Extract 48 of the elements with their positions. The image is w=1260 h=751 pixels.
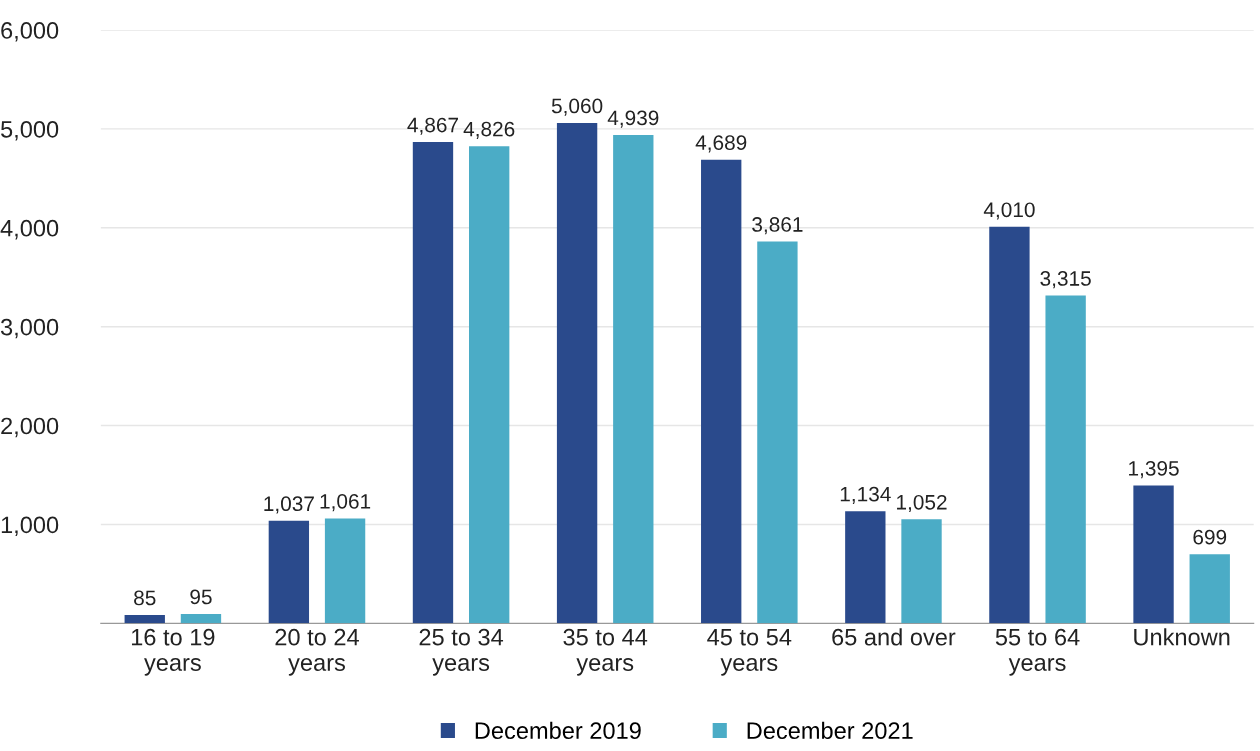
data-label: 4,010 [983, 202, 1035, 220]
y-tick-label: 6,000 [1, 22, 59, 42]
bar [556, 122, 598, 624]
legend-label: December 2019 [475, 721, 641, 740]
x-tick-label: 20 to 24 years [275, 628, 359, 676]
data-label: 5,060 [551, 98, 603, 116]
x-tick-label: 45 to 54 years [707, 629, 792, 676]
bar [124, 614, 165, 624]
bar [1133, 485, 1174, 624]
bar [901, 519, 942, 624]
x-tick-label: 16 to 19 years [131, 628, 215, 676]
data-label: 1,037 [264, 496, 314, 514]
bar [1045, 295, 1086, 624]
bar [1189, 554, 1230, 624]
data-label: 3,861 [752, 217, 803, 235]
data-label: 699 [1193, 529, 1227, 545]
y-tick-label: 5,000 [1, 120, 59, 141]
data-label: 85 [134, 590, 156, 606]
data-label: 4,689 [695, 135, 747, 153]
bar [701, 159, 742, 624]
bar [469, 146, 510, 624]
y-tick-label: 1,000 [1, 516, 59, 537]
data-label: 4,867 [407, 117, 458, 135]
x-tick-label: 35 to 44 years [563, 628, 648, 676]
bar [989, 226, 1030, 624]
data-label: 1,061 [320, 493, 371, 512]
x-tick-label: 55 to 64 years [995, 628, 1080, 676]
bar [412, 142, 454, 624]
x-tick-label: 25 to 34 years [419, 628, 504, 676]
bar [613, 134, 654, 624]
data-label: 4,939 [607, 110, 659, 128]
bar [845, 511, 886, 624]
bar [268, 520, 310, 624]
y-tick-label: 3,000 [0, 318, 59, 339]
data-label: 4,826 [463, 121, 515, 139]
x-tick-label: Unknown [1134, 628, 1230, 646]
legend-label: December 2021 [747, 721, 913, 740]
y-tick-label: 4,000 [0, 219, 59, 240]
bar [180, 613, 222, 624]
data-label: 95 [190, 589, 212, 605]
bar [324, 518, 366, 624]
data-label: 3,315 [1040, 271, 1091, 289]
x-tick-label: 65 and over [832, 628, 956, 646]
bar [757, 241, 798, 624]
data-label: 1,052 [897, 494, 947, 513]
data-label: 1,134 [840, 486, 891, 504]
data-label: 1,395 [1129, 460, 1179, 479]
y-tick-label: 2,000 [1, 417, 59, 438]
